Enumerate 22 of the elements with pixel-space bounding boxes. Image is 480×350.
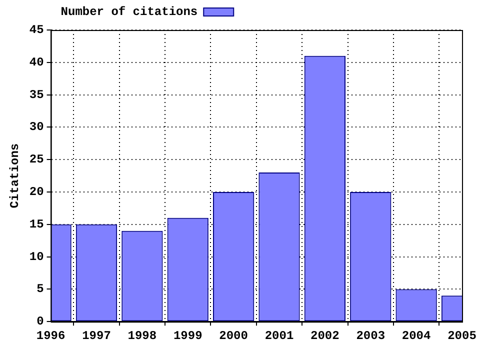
y-tick-label: 25 <box>29 152 44 167</box>
legend-label: Number of citations <box>60 5 198 20</box>
x-tick-label: 2000 <box>219 328 248 343</box>
y-tick-label: 0 <box>36 314 44 329</box>
x-tick-label: 1996 <box>36 328 66 343</box>
y-tick-label: 45 <box>29 23 44 38</box>
y-tick-label: 5 <box>36 282 44 296</box>
x-tick-label: 1999 <box>173 328 202 343</box>
y-tick-label: 10 <box>29 250 44 264</box>
x-tick-label: 1998 <box>128 328 157 343</box>
x-tick-label: 2004 <box>402 328 431 343</box>
y-tick-label: 40 <box>29 55 44 70</box>
x-tick-label: 2002 <box>310 328 340 343</box>
x-tick-label: 2001 <box>264 328 294 343</box>
y-tick-label: 15 <box>29 217 44 232</box>
x-tick-label: 1997 <box>82 328 111 343</box>
y-tick-label: 20 <box>29 185 44 200</box>
x-tick-label: 2005 <box>448 328 476 343</box>
y-tick-label: 30 <box>29 120 44 134</box>
y-axis-title: Citations <box>8 143 22 208</box>
x-tick-label: 2003 <box>356 328 386 343</box>
y-tick-label: 35 <box>29 88 44 102</box>
